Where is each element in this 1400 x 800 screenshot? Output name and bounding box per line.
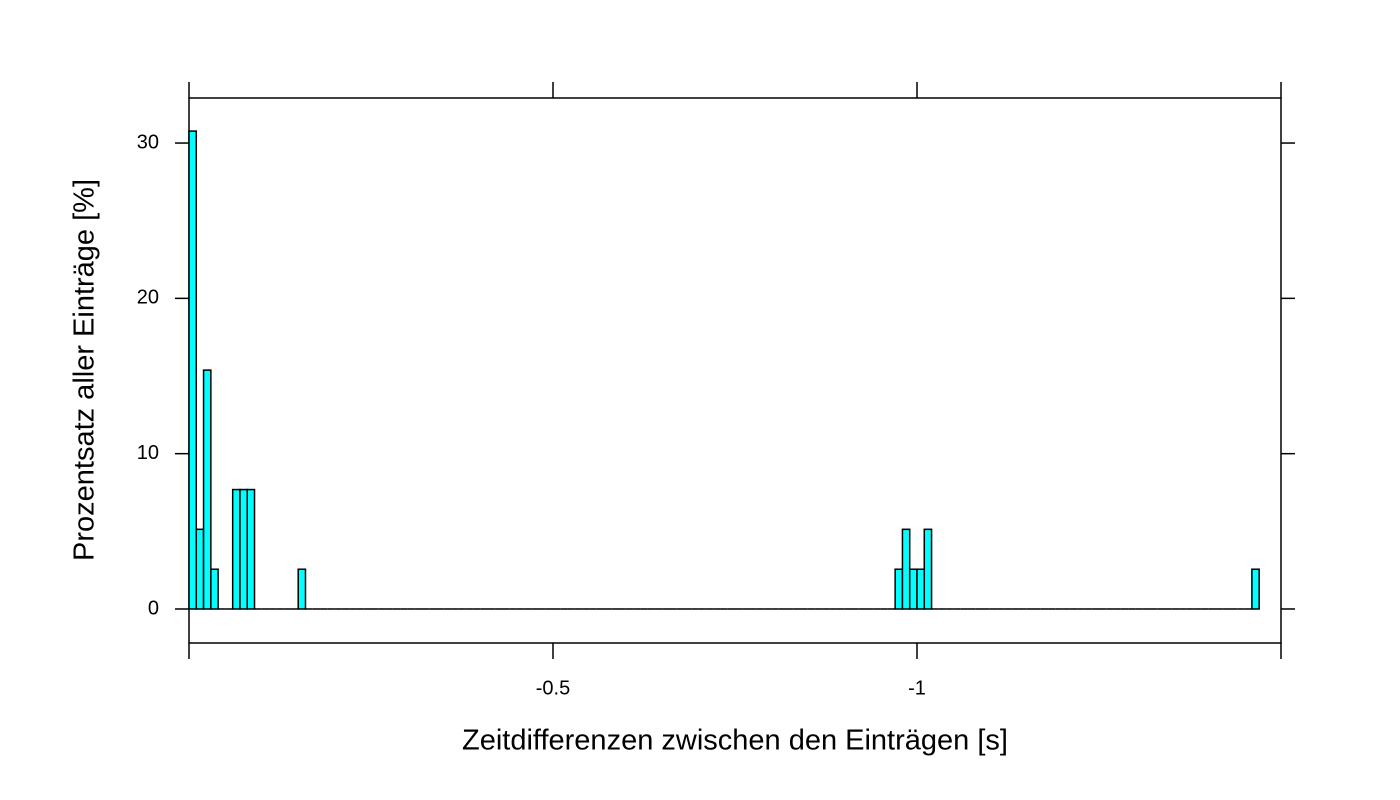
bar — [239, 488, 248, 610]
bar — [1251, 568, 1260, 610]
bar — [246, 488, 256, 610]
bar — [894, 568, 904, 610]
bar — [923, 528, 933, 610]
bar — [231, 488, 241, 610]
bar — [901, 528, 911, 610]
bar — [297, 568, 307, 610]
bar — [202, 369, 212, 610]
x-tick-label: -1 — [908, 677, 926, 699]
bar — [908, 568, 918, 610]
y-axis-label: Prozentsatz aller Einträge [%] — [69, 179, 101, 561]
y-tick-label: 20 — [137, 287, 159, 309]
x-tick-label: -0.5 — [536, 677, 570, 699]
bar — [195, 528, 205, 610]
bar — [210, 568, 219, 610]
x-axis-label: Zeitdifferenzen zwischen den Einträgen [… — [462, 725, 1008, 757]
y-tick-label: 10 — [137, 442, 159, 464]
y-tick-label: 30 — [137, 131, 159, 153]
y-tick-label: 0 — [148, 597, 159, 619]
plot-frame — [188, 97, 1282, 644]
bar — [188, 130, 198, 610]
bar — [916, 568, 926, 610]
